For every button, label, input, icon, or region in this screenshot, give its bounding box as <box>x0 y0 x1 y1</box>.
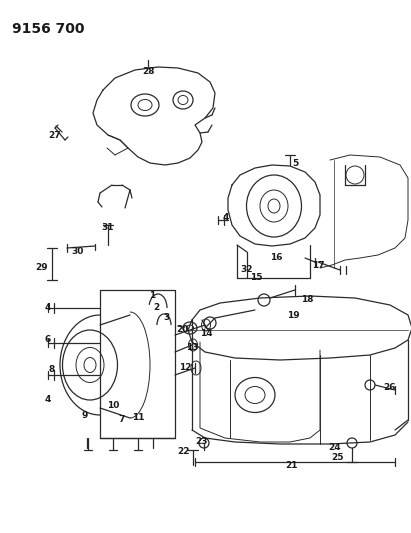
Text: 24: 24 <box>329 443 341 453</box>
Text: 28: 28 <box>142 68 154 77</box>
Text: 15: 15 <box>250 273 262 282</box>
Text: 17: 17 <box>312 261 324 270</box>
Text: 19: 19 <box>287 311 299 319</box>
Text: 31: 31 <box>102 223 114 232</box>
Text: 26: 26 <box>384 384 396 392</box>
Text: 11: 11 <box>132 414 144 423</box>
Text: 23: 23 <box>195 438 207 447</box>
Text: 9156 700: 9156 700 <box>12 22 85 36</box>
Text: 10: 10 <box>107 400 119 409</box>
Text: 20: 20 <box>176 326 188 335</box>
Text: 13: 13 <box>186 343 198 352</box>
Text: 16: 16 <box>270 254 282 262</box>
Text: 4: 4 <box>45 303 51 312</box>
Text: 12: 12 <box>179 364 191 373</box>
Text: 32: 32 <box>241 265 253 274</box>
Text: 25: 25 <box>332 454 344 463</box>
Text: 7: 7 <box>119 416 125 424</box>
Text: 14: 14 <box>200 328 212 337</box>
Text: 21: 21 <box>286 462 298 471</box>
Text: 5: 5 <box>292 158 298 167</box>
Text: 29: 29 <box>36 262 48 271</box>
Text: 27: 27 <box>48 131 61 140</box>
Text: 18: 18 <box>301 295 313 304</box>
Text: 1: 1 <box>149 290 155 300</box>
Text: 9: 9 <box>82 410 88 419</box>
Text: 2: 2 <box>153 303 159 311</box>
Text: 3: 3 <box>163 313 169 322</box>
Text: 4: 4 <box>223 214 229 222</box>
Text: 8: 8 <box>49 366 55 375</box>
Text: 30: 30 <box>72 247 84 256</box>
Text: 4: 4 <box>45 395 51 405</box>
Text: 6: 6 <box>45 335 51 344</box>
Text: 22: 22 <box>177 448 189 456</box>
